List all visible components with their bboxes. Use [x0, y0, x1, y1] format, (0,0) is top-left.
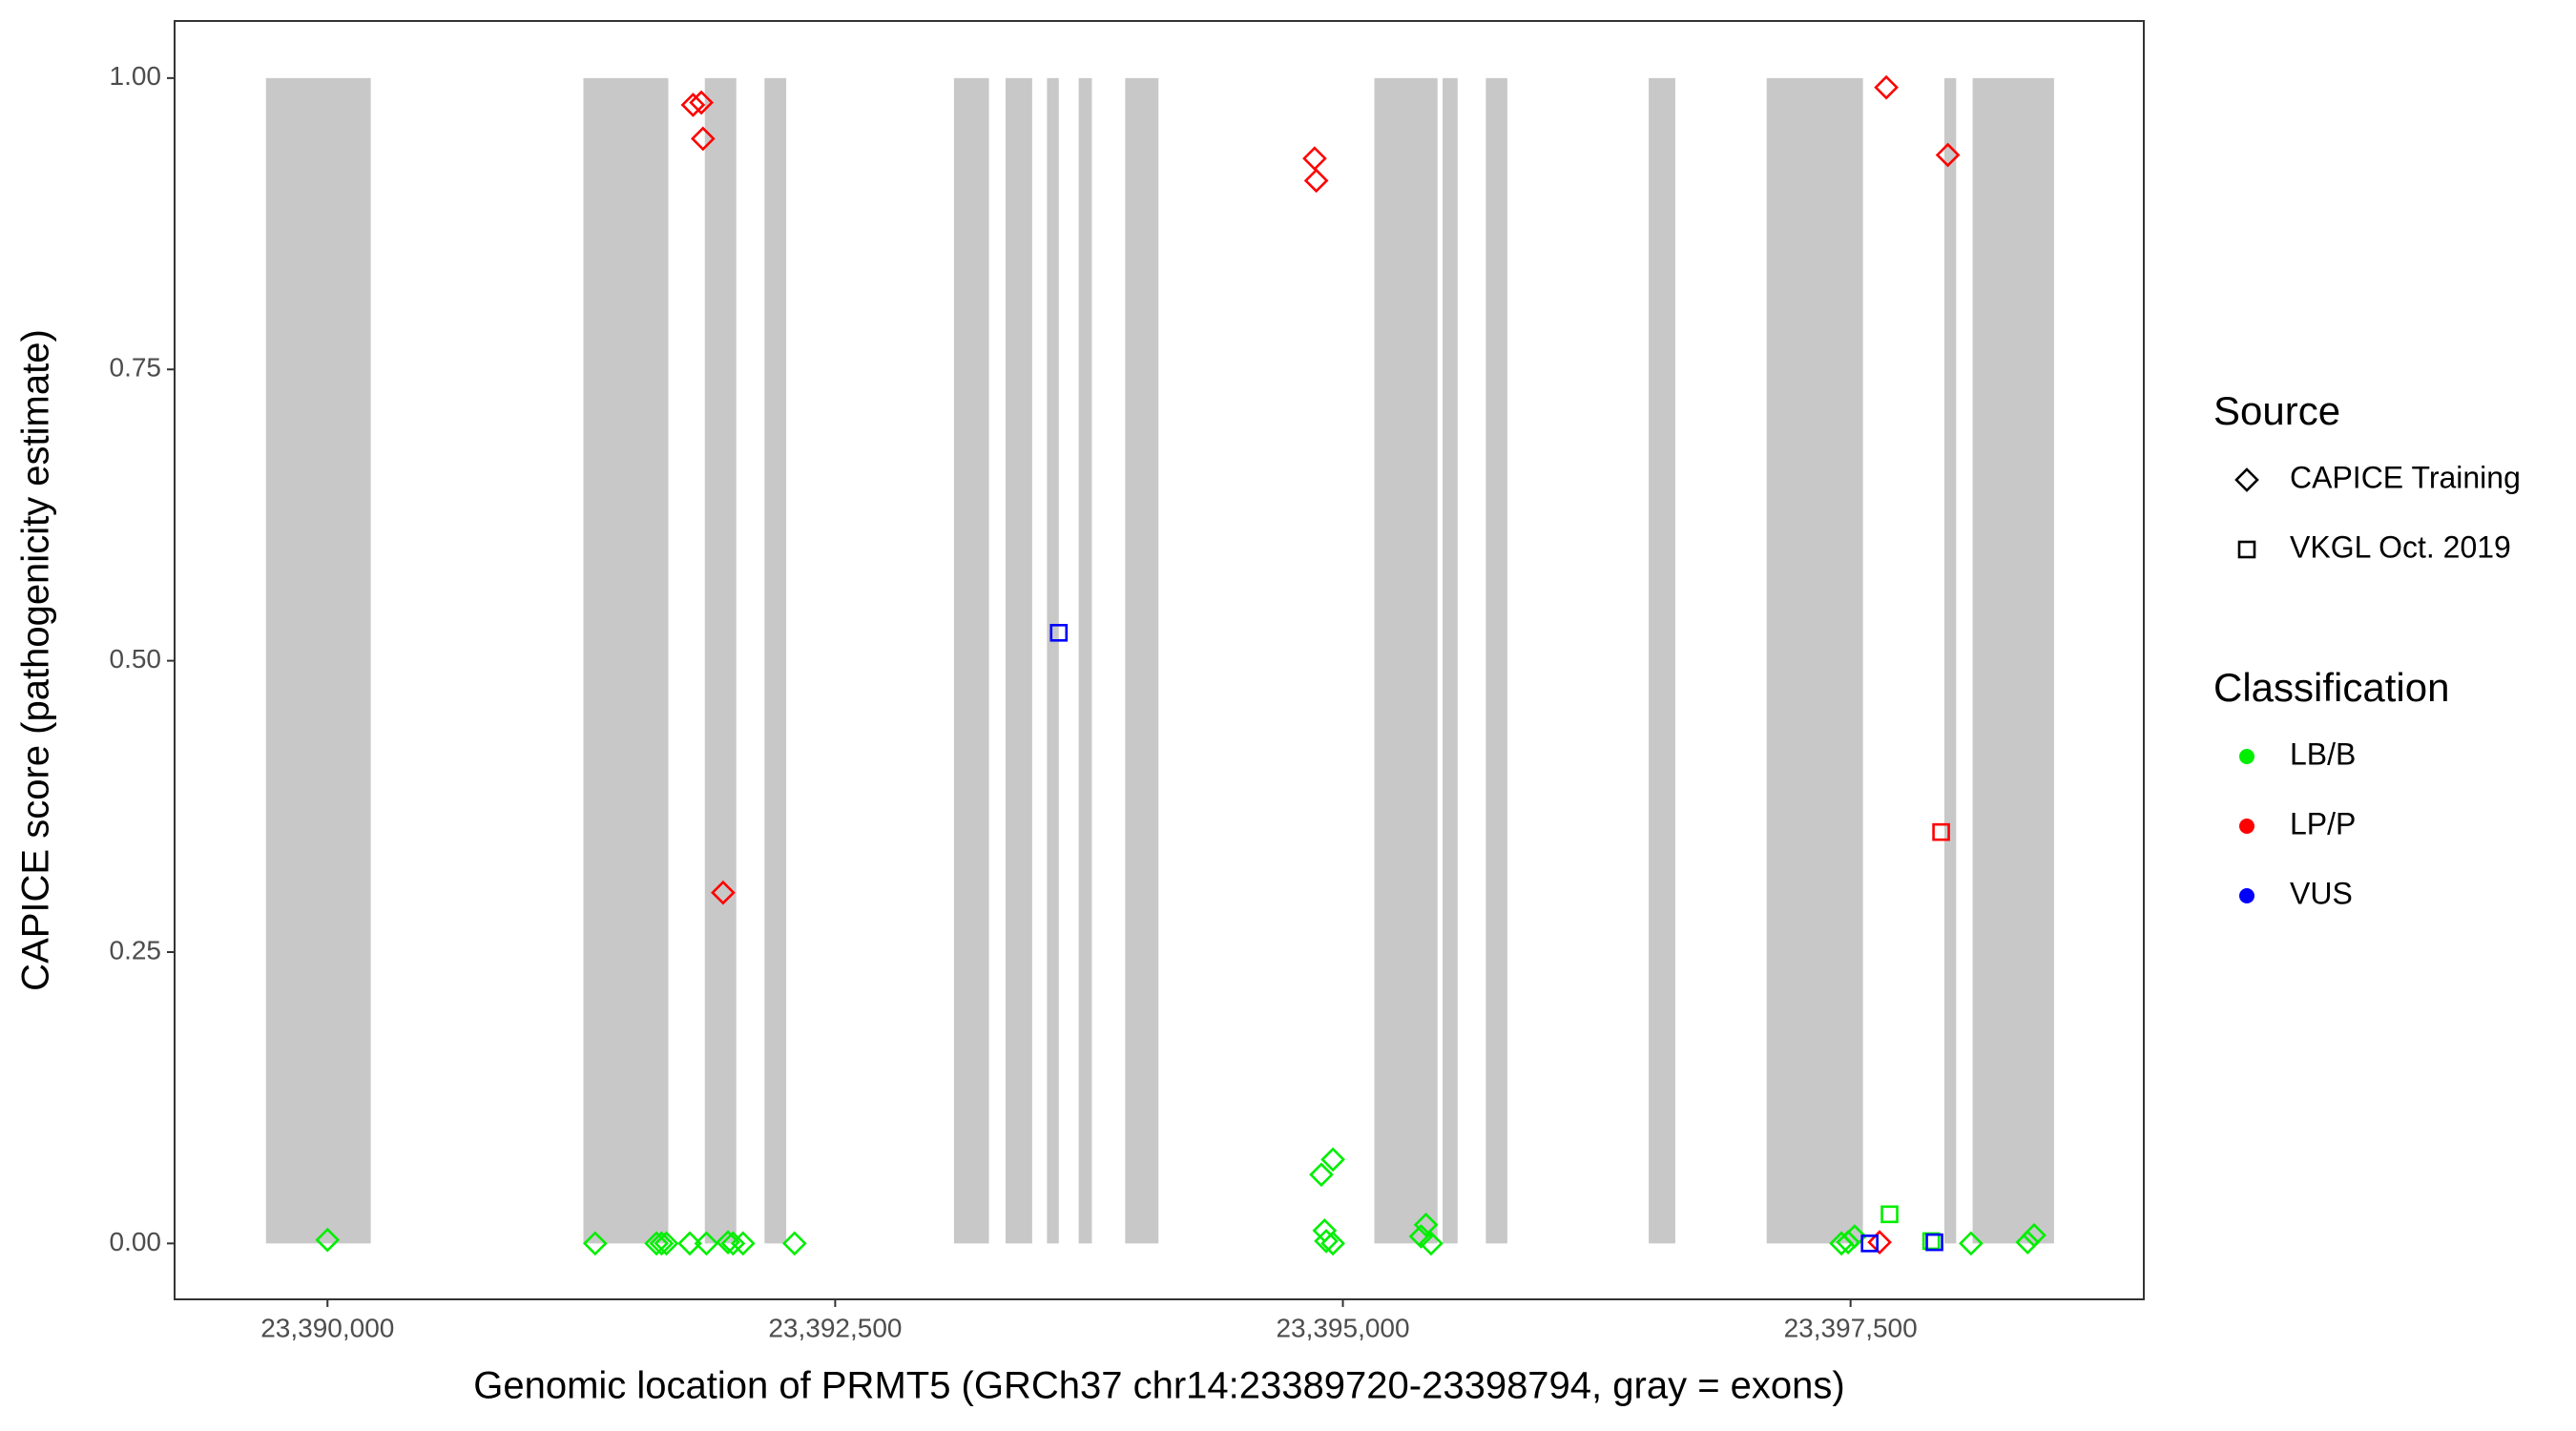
point [2015, 1230, 2041, 1255]
point [1320, 1231, 1345, 1256]
point [1874, 74, 1899, 100]
exon [265, 77, 371, 1244]
point [694, 1231, 719, 1256]
y-tick-label: 0.50 [110, 644, 162, 674]
exon [1125, 77, 1159, 1244]
x-tick-label: 23,395,000 [1276, 1313, 1409, 1342]
y-tick-label: 0.00 [110, 1227, 162, 1256]
point [680, 93, 706, 117]
point [1925, 1233, 1943, 1252]
legend-symbol [2237, 540, 2256, 559]
point [1320, 1147, 1345, 1172]
exon [953, 77, 989, 1244]
point [1302, 146, 1327, 171]
point [315, 1227, 341, 1253]
point [1867, 1230, 1892, 1255]
point [1842, 1224, 1867, 1249]
exon [1943, 77, 1957, 1244]
exon [1649, 77, 1675, 1244]
exon [1766, 77, 1863, 1244]
point [1959, 1231, 1984, 1256]
legend-label: LB/B [2290, 736, 2356, 771]
point [711, 880, 736, 905]
x-axis-title: Genomic location of PRMT5 (GRCh37 chr14:… [473, 1365, 1844, 1407]
point [1413, 1212, 1439, 1237]
x-tick-label: 23,397,500 [1784, 1313, 1918, 1342]
y-tick-label: 1.00 [110, 61, 162, 91]
point [781, 1231, 807, 1256]
point [1935, 142, 1961, 168]
exon [1374, 77, 1438, 1244]
exon [1047, 77, 1059, 1244]
point [654, 1231, 679, 1256]
point [649, 1231, 675, 1256]
point [644, 1231, 669, 1256]
point [1860, 1234, 1879, 1253]
exon [764, 77, 787, 1244]
point [1932, 822, 1950, 841]
point [1049, 623, 1069, 642]
exon [1005, 77, 1032, 1244]
point [716, 1230, 740, 1255]
point [690, 126, 716, 152]
point [1303, 168, 1329, 194]
point [1309, 1162, 1334, 1188]
x-tick-label: 23,390,000 [260, 1313, 394, 1342]
point [677, 1231, 702, 1256]
legend-title: Source [2213, 388, 2340, 433]
exon [583, 77, 669, 1244]
legend-label: CAPICE Training [2290, 460, 2521, 494]
legend-symbol [2239, 749, 2254, 764]
point [720, 1231, 746, 1256]
point [1314, 1229, 1339, 1254]
point [2022, 1222, 2046, 1248]
exon [1443, 77, 1458, 1244]
legend-symbol [2239, 819, 2254, 834]
y-tick-label: 0.75 [110, 353, 162, 383]
y-tick-label: 0.25 [110, 935, 162, 964]
legend-title: Classification [2213, 665, 2449, 710]
exon [1972, 77, 2054, 1244]
legend-label: VUS [2290, 876, 2353, 910]
point [1836, 1230, 1860, 1255]
x-tick-label: 23,392,500 [768, 1313, 902, 1342]
exon [1485, 77, 1507, 1244]
legend-label: LP/P [2290, 806, 2356, 840]
legend-label: VKGL Oct. 2019 [2290, 529, 2511, 564]
point [582, 1231, 608, 1256]
exon [1078, 77, 1092, 1244]
y-axis-title: CAPICE score (pathogenicity estimate) [15, 329, 57, 991]
point [689, 90, 714, 115]
point [1880, 1205, 1899, 1224]
legend-symbol [2234, 467, 2259, 492]
exon [704, 77, 737, 1244]
point [1419, 1231, 1444, 1256]
legend-symbol [2239, 888, 2254, 903]
point [730, 1231, 756, 1256]
